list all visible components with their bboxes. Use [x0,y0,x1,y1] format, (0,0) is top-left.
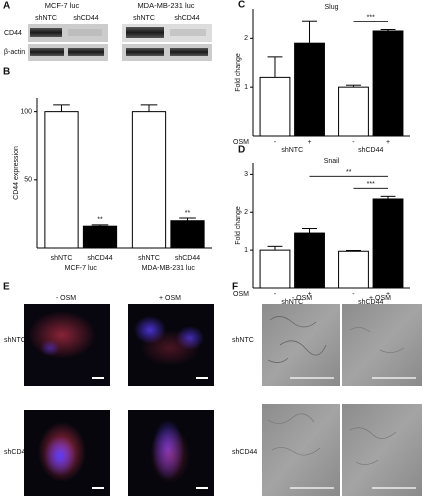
series-label: + [307,139,311,146]
bar [44,111,79,249]
micrograph [24,410,110,496]
bar [372,198,404,289]
series-label: shCD44 [87,255,112,262]
lane-label: shCD44 [73,15,98,22]
column-label: + OSM [369,295,391,302]
blot-band [30,28,62,37]
blot-band [170,29,206,36]
micrograph [262,304,340,386]
blot-band [68,29,102,36]
y-axis-label: CD44 expression [13,146,20,200]
category-label: shNTC [281,147,303,154]
row-label: shCD44 [4,449,29,456]
y-tick-label: 100 [20,108,32,115]
series-label: shNTC [51,255,73,262]
panel-label: B [3,67,10,78]
series-label: + [307,291,311,298]
series-label: - [274,139,277,146]
y-tick-label: 50 [24,177,32,184]
protein-label: CD44 [4,30,22,37]
y-axis-label: Fold change [235,53,242,92]
category-label: MCF-7 luc [65,265,98,272]
category-label: shCD44 [358,299,383,306]
chart-title: Slug [324,4,338,11]
x-axis-label: OSM [233,139,249,146]
micrograph [262,404,340,496]
bar [82,225,118,249]
bar [131,111,167,249]
micrograph [342,304,422,386]
category-label: shCD44 [358,147,383,154]
panel-label: E [3,282,10,293]
micrograph [342,404,422,496]
significance: ** [185,210,191,217]
column-label: - OSM [56,295,76,302]
panel-label: D [238,145,245,156]
lane-label: shCD44 [174,15,199,22]
series-label: shNTC [138,255,160,262]
significance: ** [97,217,103,224]
row-label: shCD44 [232,449,257,456]
protein-label: β-actin [4,49,25,56]
blot-band [170,48,208,56]
column-label: + OSM [159,295,181,302]
x-axis-label: OSM [233,291,249,298]
cell-line-label: MDA-MB-231 luc [137,1,194,10]
micrograph [128,410,214,496]
y-axis-label: Fold change [235,206,242,245]
lane-label: shNTC [35,15,57,22]
micrograph [128,304,214,386]
panel-label: C [238,0,245,11]
y-tick-label: 2 [244,35,248,42]
micrograph [24,304,110,386]
series-label: - [352,291,355,298]
blot-band [126,48,164,56]
series-label: + [386,139,390,146]
y-tick-label: 2 [244,209,248,216]
series-label: - [274,291,277,298]
bar [294,232,325,289]
series-label: shCD44 [175,255,200,262]
bar [259,76,291,137]
lane-label: shNTC [133,15,155,22]
bar [170,220,205,249]
panel-label: F [232,282,238,293]
bar [338,86,369,137]
cell-line-label: MCF-7 luc [45,1,80,10]
blot-band [126,27,164,38]
significance: *** [367,14,375,21]
significance: *** [367,181,375,188]
chart-title: Snail [324,158,340,165]
category-label: shNTC [281,299,303,306]
significance: ** [346,169,352,176]
column-label: - OSM [292,295,312,302]
category-label: MDA-MB-231 luc [142,265,196,272]
bar [372,30,404,137]
blot-band [30,48,64,56]
series-label: + [386,291,390,298]
y-tick-label: 1 [244,247,248,254]
blot-band [68,48,104,56]
row-label: shNTC [232,337,254,344]
panel-label: A [3,1,10,12]
bar [294,42,325,137]
row-label: shNTC [4,337,26,344]
series-label: - [352,139,355,146]
y-tick-label: 1 [244,84,248,91]
y-tick-label: 3 [244,171,248,178]
bar [259,249,291,289]
bar [338,250,369,289]
